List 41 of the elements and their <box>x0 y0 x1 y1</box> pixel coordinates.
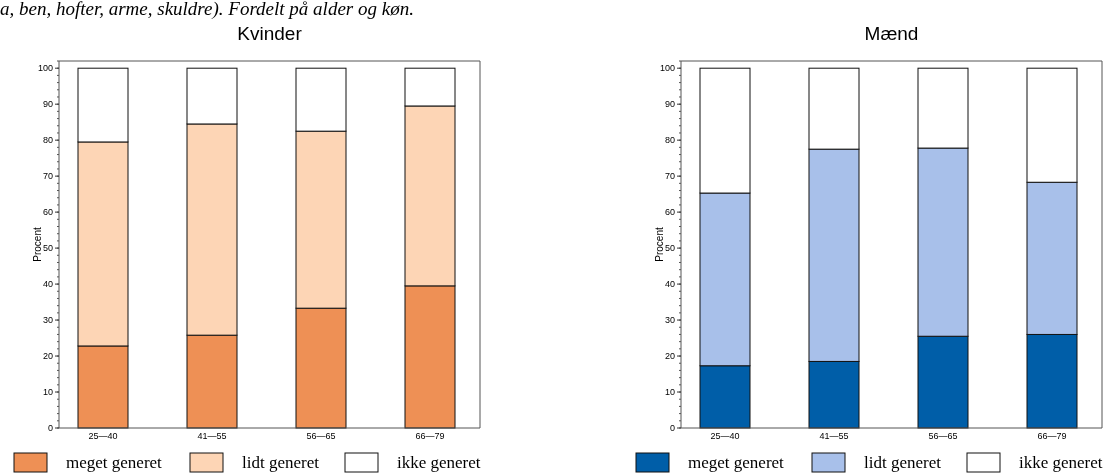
y-tick-label: 30 <box>664 315 675 326</box>
y-axis-title: Procent <box>654 227 665 262</box>
y-tick-label: 70 <box>42 171 53 182</box>
y-tick-label: 80 <box>664 135 675 146</box>
y-tick-label: 50 <box>664 243 675 254</box>
y-tick-label: 100 <box>659 63 675 74</box>
legend-label: meget generet <box>66 453 163 472</box>
legend-label: lidt generet <box>242 453 320 472</box>
y-tick-label: 0 <box>47 423 53 434</box>
legend-label: ikke generet <box>1019 453 1103 472</box>
y-tick-label: 40 <box>42 279 53 290</box>
y-tick-label: 20 <box>664 351 675 362</box>
y-tick-label: 60 <box>42 207 53 218</box>
x-tick-label: 25—40 <box>710 431 740 441</box>
chart-title: Mænd <box>864 23 919 44</box>
legend-label: lidt generet <box>864 453 942 472</box>
legend-label: meget generet <box>688 453 785 472</box>
y-tick-label: 80 <box>42 135 53 146</box>
y-tick-label: 30 <box>42 315 53 326</box>
y-tick-label: 20 <box>42 351 53 362</box>
x-tick-label: 56—65 <box>928 431 958 441</box>
x-tick-label: 56—65 <box>306 431 336 441</box>
y-tick-label: 60 <box>664 207 675 218</box>
x-tick-label: 25—40 <box>88 431 118 441</box>
y-tick-label: 90 <box>664 99 675 110</box>
y-tick-label: 40 <box>664 279 675 290</box>
y-tick-label: 50 <box>42 243 53 254</box>
y-tick-label: 10 <box>42 387 53 398</box>
text: a, ben, hofter, arme, skuldre). Fordelt på alder og køn. <box>0 0 414 20</box>
y-tick-label: 90 <box>42 99 53 110</box>
chart-title: Kvinder <box>237 23 303 44</box>
y-tick-label: 70 <box>664 171 675 182</box>
x-tick-label: 41—55 <box>819 431 849 441</box>
y-tick-label: 0 <box>669 423 675 434</box>
x-tick-label: 41—55 <box>197 431 227 441</box>
x-tick-label: 66—79 <box>415 431 445 441</box>
y-tick-label: 10 <box>664 387 675 398</box>
x-tick-label: 66—79 <box>1037 431 1067 441</box>
legend-label: ikke generet <box>397 453 481 472</box>
y-tick-label: 100 <box>37 63 53 74</box>
y-axis-title: Procent <box>32 227 43 262</box>
